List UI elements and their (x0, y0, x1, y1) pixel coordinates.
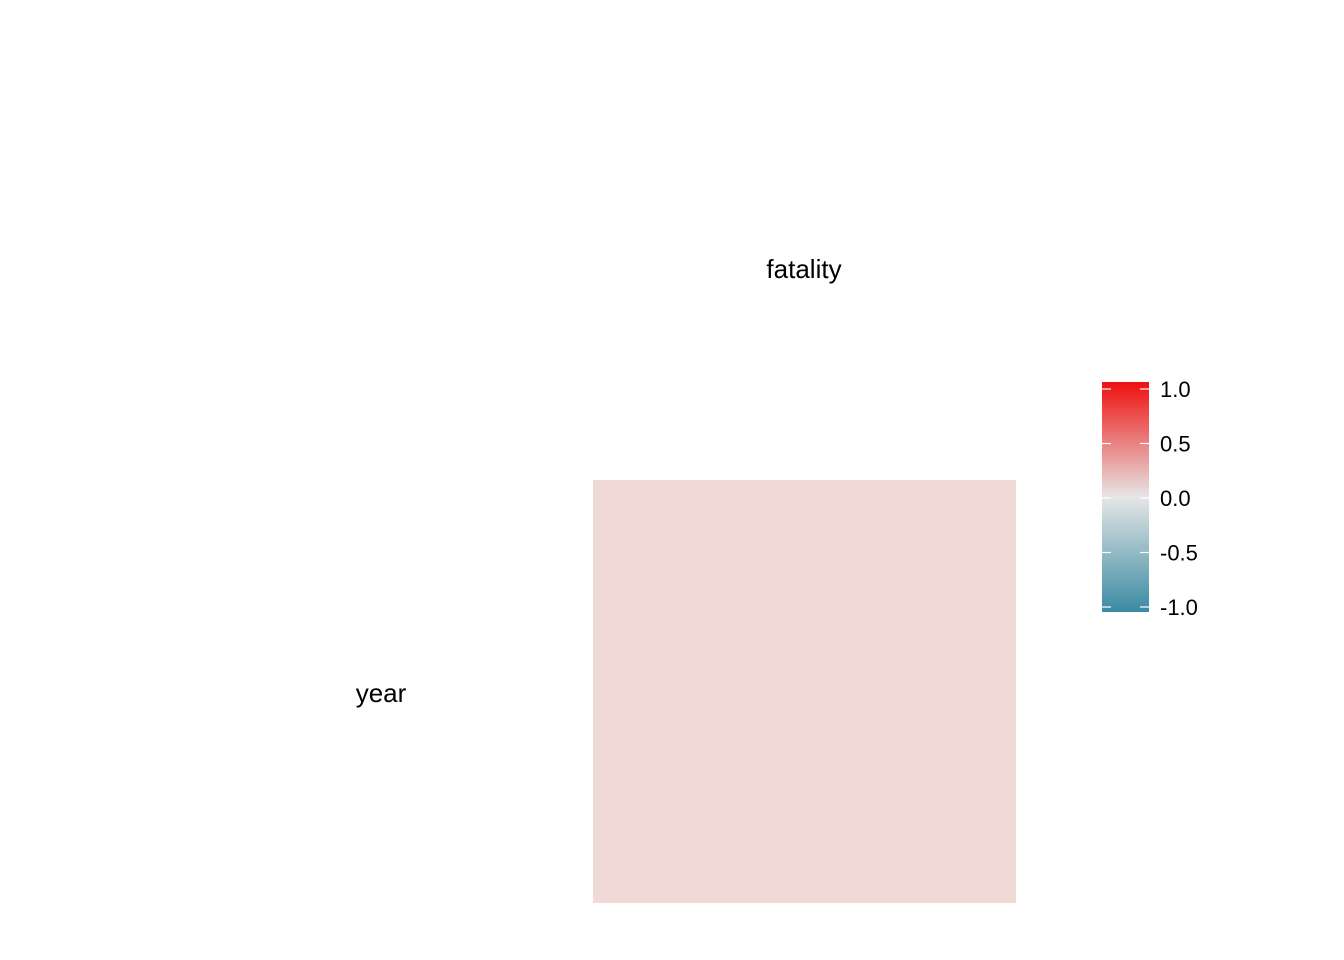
legend-tick-label: -0.5 (1160, 541, 1198, 566)
legend-colorbar (1102, 382, 1149, 612)
legend-tick-label: 0.0 (1160, 486, 1191, 511)
legend-ticks: 1.0 0.5 0.0 -0.5 -1.0 (1102, 377, 1198, 620)
legend-tick-label: -1.0 (1160, 595, 1198, 620)
legend-tick-label: 0.5 (1160, 432, 1191, 457)
x-category-label: fatality (766, 254, 841, 284)
heatmap-cells (593, 480, 1016, 903)
y-category-label: year (356, 678, 407, 708)
color-legend: 1.0 0.5 0.0 -0.5 -1.0 (1102, 377, 1198, 620)
legend-tick-label: 1.0 (1160, 377, 1191, 402)
heatmap-cell-fatality-year (593, 480, 1016, 903)
